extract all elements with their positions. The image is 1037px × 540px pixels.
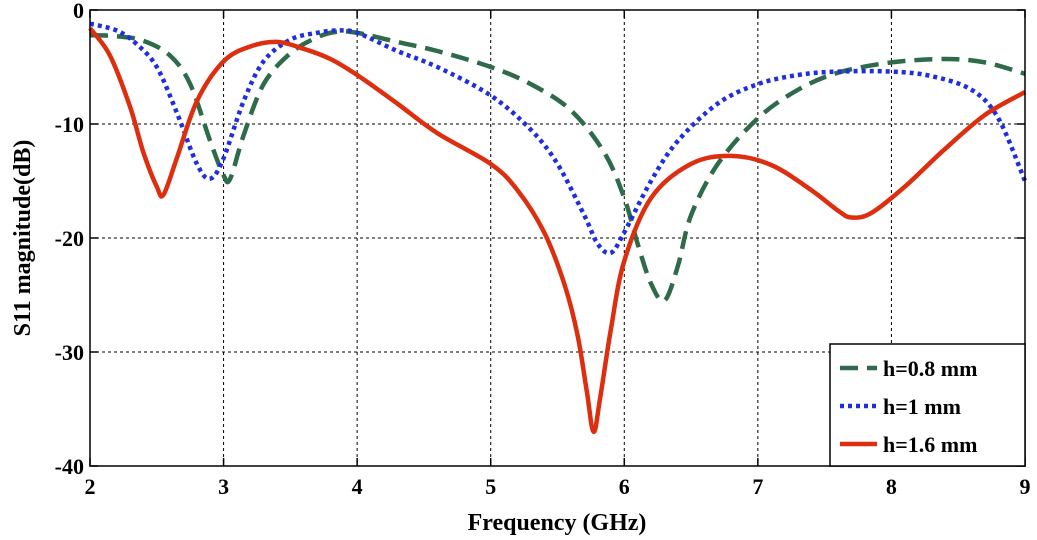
tick-labels: 2 3 4 5 6 7 8 9 0 -10 -20 -30 -40	[55, 0, 1031, 499]
y-tick-label: 0	[73, 0, 84, 23]
x-tick-label: 6	[619, 474, 630, 499]
grid-lines	[90, 10, 1025, 466]
x-tick-label: 4	[352, 474, 363, 499]
x-tick-label: 2	[85, 474, 96, 499]
x-tick-label: 7	[752, 474, 763, 499]
series-line-2	[88, 26, 1027, 435]
legend-label-h1: h=1 mm	[883, 394, 961, 419]
legend-label-h16: h=1.6 mm	[883, 432, 977, 457]
x-tick-label: 9	[1020, 474, 1031, 499]
x-tick-label: 3	[218, 474, 229, 499]
y-tick-label: -20	[55, 226, 84, 251]
series-curves	[88, 21, 1028, 435]
legend: h=0.8 mm h=1 mm h=1.6 mm	[829, 343, 1026, 467]
y-tick-label: -40	[55, 454, 84, 479]
y-tick-label: -10	[55, 112, 84, 137]
y-tick-label: -30	[55, 340, 84, 365]
series-line-0	[89, 28, 1026, 304]
x-tick-label: 8	[886, 474, 897, 499]
legend-label-h08: h=0.8 mm	[883, 356, 977, 381]
x-tick-label: 5	[485, 474, 496, 499]
y-axis-label: S11 magnitude(dB)	[10, 140, 36, 337]
series-line-1	[89, 21, 1028, 256]
x-axis-label: Frequency (GHz)	[468, 510, 647, 536]
